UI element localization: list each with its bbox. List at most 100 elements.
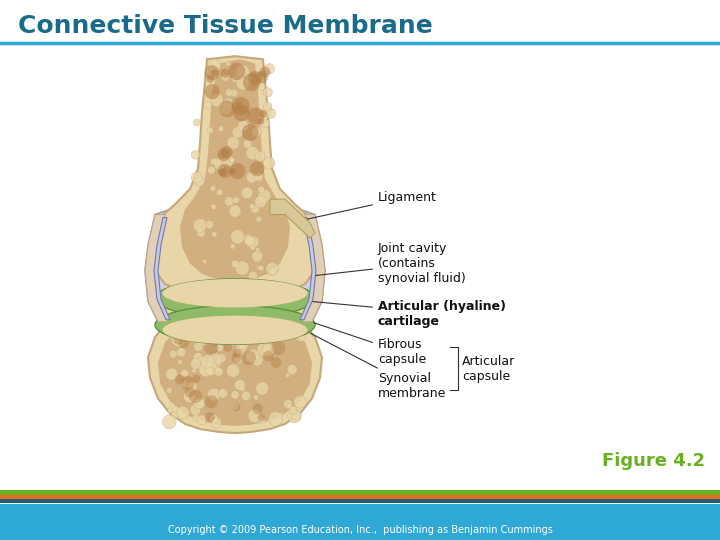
Circle shape bbox=[262, 343, 275, 356]
Circle shape bbox=[269, 210, 274, 214]
Circle shape bbox=[197, 415, 207, 425]
Circle shape bbox=[256, 217, 261, 222]
Circle shape bbox=[266, 262, 279, 275]
Circle shape bbox=[221, 75, 227, 80]
Circle shape bbox=[285, 373, 290, 377]
Circle shape bbox=[212, 69, 218, 76]
Circle shape bbox=[215, 367, 223, 376]
Circle shape bbox=[217, 354, 226, 362]
Circle shape bbox=[236, 342, 245, 351]
Text: Figure 4.2: Figure 4.2 bbox=[602, 452, 705, 470]
Circle shape bbox=[229, 168, 235, 175]
Text: Copyright © 2009 Pearson Education, Inc.,  publishing as Benjamin Cummings: Copyright © 2009 Pearson Education, Inc.… bbox=[168, 525, 552, 535]
Circle shape bbox=[268, 321, 280, 333]
Circle shape bbox=[192, 368, 197, 373]
Circle shape bbox=[294, 410, 300, 416]
Polygon shape bbox=[150, 56, 320, 298]
Circle shape bbox=[256, 247, 260, 252]
Circle shape bbox=[169, 350, 177, 358]
Circle shape bbox=[198, 356, 204, 363]
Circle shape bbox=[258, 417, 265, 424]
Circle shape bbox=[264, 157, 275, 169]
Circle shape bbox=[231, 390, 239, 399]
Circle shape bbox=[243, 139, 252, 148]
Circle shape bbox=[252, 251, 263, 262]
Circle shape bbox=[197, 229, 205, 237]
Circle shape bbox=[235, 261, 249, 275]
Circle shape bbox=[238, 340, 248, 349]
Circle shape bbox=[195, 400, 204, 409]
Circle shape bbox=[287, 403, 292, 409]
Circle shape bbox=[246, 349, 259, 363]
Ellipse shape bbox=[158, 296, 312, 327]
Circle shape bbox=[236, 77, 249, 90]
Circle shape bbox=[246, 146, 259, 160]
Circle shape bbox=[225, 89, 233, 96]
Circle shape bbox=[163, 415, 176, 429]
Circle shape bbox=[253, 403, 263, 414]
Circle shape bbox=[204, 68, 212, 75]
Circle shape bbox=[229, 205, 241, 217]
Circle shape bbox=[211, 417, 222, 428]
Circle shape bbox=[222, 74, 229, 81]
Circle shape bbox=[217, 164, 232, 178]
Circle shape bbox=[233, 105, 250, 122]
Circle shape bbox=[204, 412, 215, 422]
Circle shape bbox=[219, 168, 227, 176]
Circle shape bbox=[248, 409, 261, 423]
Circle shape bbox=[278, 413, 283, 418]
Circle shape bbox=[193, 414, 200, 421]
Polygon shape bbox=[158, 318, 312, 426]
Circle shape bbox=[258, 186, 265, 193]
Circle shape bbox=[178, 360, 182, 365]
Circle shape bbox=[232, 97, 250, 115]
Circle shape bbox=[194, 176, 204, 186]
Circle shape bbox=[204, 65, 220, 80]
Circle shape bbox=[192, 375, 200, 383]
Circle shape bbox=[230, 158, 235, 163]
Circle shape bbox=[202, 337, 210, 346]
Bar bbox=[0, 503, 720, 504]
Circle shape bbox=[258, 118, 264, 125]
Circle shape bbox=[199, 363, 212, 377]
Circle shape bbox=[271, 341, 285, 355]
Circle shape bbox=[195, 332, 204, 342]
Circle shape bbox=[257, 343, 270, 356]
Circle shape bbox=[253, 395, 258, 400]
Circle shape bbox=[175, 375, 184, 384]
Circle shape bbox=[264, 105, 272, 114]
Circle shape bbox=[213, 158, 221, 166]
Circle shape bbox=[168, 333, 173, 338]
Text: Fibrous
capsule: Fibrous capsule bbox=[314, 323, 426, 367]
Circle shape bbox=[230, 163, 246, 179]
Circle shape bbox=[248, 71, 262, 85]
Circle shape bbox=[204, 362, 217, 375]
Circle shape bbox=[248, 236, 259, 248]
Circle shape bbox=[232, 76, 238, 83]
Circle shape bbox=[269, 267, 277, 275]
Circle shape bbox=[219, 100, 235, 117]
Circle shape bbox=[194, 398, 204, 409]
Circle shape bbox=[180, 380, 187, 388]
Polygon shape bbox=[180, 59, 290, 282]
Text: Ligament: Ligament bbox=[307, 191, 437, 219]
Circle shape bbox=[225, 197, 234, 206]
Circle shape bbox=[250, 161, 264, 176]
Circle shape bbox=[192, 150, 200, 159]
Circle shape bbox=[269, 412, 282, 426]
Circle shape bbox=[218, 126, 224, 132]
Circle shape bbox=[264, 64, 274, 74]
Circle shape bbox=[227, 364, 240, 377]
Bar bbox=[0, 500, 720, 503]
Circle shape bbox=[191, 359, 201, 369]
Circle shape bbox=[184, 390, 196, 403]
Circle shape bbox=[233, 349, 242, 358]
Circle shape bbox=[189, 389, 202, 403]
Circle shape bbox=[284, 400, 292, 409]
Circle shape bbox=[181, 369, 189, 377]
Circle shape bbox=[258, 71, 261, 75]
Circle shape bbox=[219, 102, 232, 115]
Circle shape bbox=[185, 387, 194, 397]
Circle shape bbox=[241, 187, 253, 199]
Circle shape bbox=[186, 382, 197, 392]
